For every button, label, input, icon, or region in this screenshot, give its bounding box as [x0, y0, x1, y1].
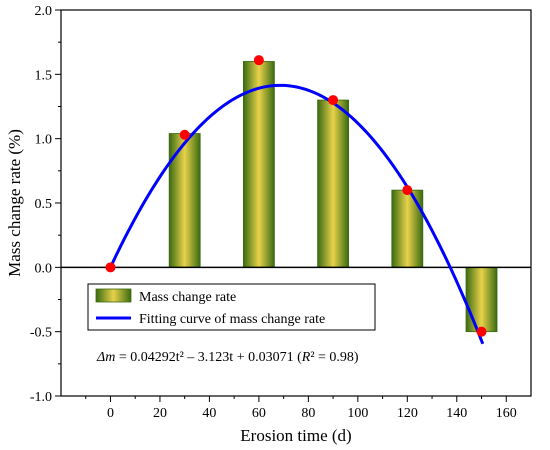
x-tick-label: 40	[202, 406, 216, 421]
legend-label-bars: Mass change rate	[139, 290, 236, 305]
data-points	[105, 55, 487, 337]
data-point	[105, 262, 116, 273]
legend: Mass change rate Fitting curve of mass c…	[87, 283, 376, 331]
bar	[391, 189, 424, 268]
y-tick-label: 0.5	[35, 197, 53, 212]
y-tick-label: -1.0	[30, 390, 52, 405]
bar	[317, 99, 350, 268]
data-point	[179, 129, 190, 140]
x-tick-label: 160	[496, 406, 517, 421]
legend-label-curve: Fitting curve of mass change rate	[139, 312, 325, 327]
x-tick-label: 60	[252, 406, 266, 421]
x-axis-title: Erosion time (d)	[240, 426, 351, 445]
y-tick-label: 1.5	[35, 68, 53, 83]
equation-lhs: Δm	[96, 350, 115, 365]
legend-box	[87, 283, 376, 331]
bar	[465, 266, 498, 333]
equation-r2-value: ² = 0.98)	[310, 350, 359, 365]
y-axis: -1.0 -0.5 0.0 0.5 1.0 1.5 2.0	[30, 4, 61, 405]
y-tick-label: -0.5	[30, 326, 52, 341]
legend-bar-swatch	[95, 288, 132, 303]
data-point	[402, 185, 413, 196]
equation-r2-symbol: R	[301, 350, 311, 365]
y-tick-label: 2.0	[35, 4, 53, 19]
x-tick-label: 80	[301, 406, 315, 421]
fit-equation: Δm = 0.04292t² – 3.123t + 0.03071 (R² = …	[96, 350, 359, 365]
x-tick-label: 100	[347, 406, 368, 421]
data-point	[253, 55, 264, 66]
bar	[168, 133, 201, 268]
y-tick-label: 0.0	[35, 261, 53, 276]
x-tick-label: 140	[446, 406, 467, 421]
data-point	[476, 326, 487, 337]
equation-body: = 0.04292t² – 3.123t + 0.03071 (	[115, 350, 302, 365]
x-tick-label: 20	[153, 406, 167, 421]
plot-frame	[60, 9, 532, 397]
data-point	[328, 95, 339, 106]
y-axis-title: Mass change rate (%)	[5, 129, 24, 277]
y-tick-label: 1.0	[35, 133, 53, 148]
x-tick-label: 0	[107, 406, 114, 421]
x-tick-label: 120	[397, 406, 418, 421]
x-axis: 0 20 40 60 80 100 120 140 160	[85, 396, 517, 421]
fitting-curve	[109, 83, 485, 345]
bar	[242, 61, 275, 268]
